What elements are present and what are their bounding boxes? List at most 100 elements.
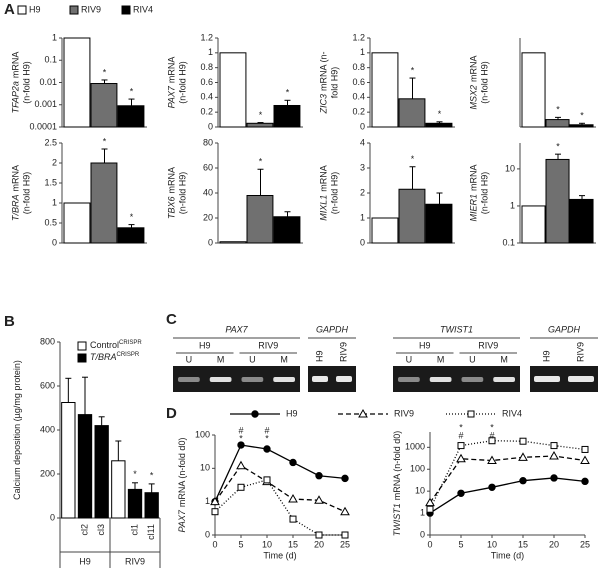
point [456,453,466,463]
legend-label: H9 [29,4,41,14]
y-axis-label-line: TFAP2a mRNA [11,52,21,114]
point [237,441,245,449]
y-tick-label: 0.2 [352,107,365,117]
y-axis-label: TFAP2a mRNA(n-fold H9) [11,52,32,114]
legend-name: Control [90,340,119,350]
point [210,496,220,506]
y-axis-label: PAX7mRNA(n-fold H9) [167,57,188,109]
y-tick-label: 60 [203,162,213,172]
point [425,497,435,507]
legend-label: ControlCRISPR [90,340,142,351]
y-axis-label: MIXL1 mRNA(n-fold H9) [319,165,340,221]
bar [63,37,91,128]
point [550,442,558,450]
significance: * [103,67,107,77]
y-axis-label-text: (n-fold H9) [330,172,340,215]
bar [273,104,301,128]
y-tick-label: 0.001 [34,99,57,109]
gel-lane: RIV9 [338,342,348,362]
y-axis-label-text: mRNA [167,57,177,84]
y-tick-label: 200 [40,468,55,478]
y-axis-label-text: (n-fold H9) [178,61,188,104]
y-axis-label-line: T/BRA mRNA [11,165,21,221]
significance: * [411,154,415,164]
y-tick-label: 1.2 [352,32,365,42]
y-tick-label: 80 [203,137,213,147]
x-tick-label: cl2 [79,524,89,536]
point [314,495,324,504]
legend-label: RIV4 [133,4,153,14]
y-axis-label-line: PAX7mRNA (n-fold d0) [177,438,187,533]
gel-band [534,376,560,382]
gel-band [429,377,452,382]
y-tick-label: 1 [360,212,365,222]
y-axis-label: ZIC3 mRNA (n-fold H9) [319,51,340,114]
significance: * [265,433,269,443]
y-axis-label-line: (n-fold H9) [178,61,188,104]
gel-group: H9 [419,340,431,350]
point [358,408,368,418]
bar [521,52,546,128]
gel-group: RIV9 [478,340,498,350]
bar [425,203,453,244]
bar [219,52,247,128]
gel-gene: GAPDH [316,324,349,334]
y-tick-label: 1000 [405,442,425,452]
bar [569,198,594,244]
y-tick-label: 0.6 [352,77,365,87]
gene-name: ZIC3 [319,94,329,115]
y-axis-label-text: Calcium deposition (µg/mg protein) [12,360,22,500]
y-axis-label: MIER1 mRNA(n-fold H9) [469,164,490,221]
significance: # [458,430,463,440]
y-tick-label: 600 [40,380,55,390]
significance: * [130,212,134,222]
y-tick-label: 0.01 [39,77,57,87]
group-label: RIV9 [125,556,145,566]
bar [371,217,399,244]
y-tick-label: 0.2 [200,107,213,117]
gel-lane: U [406,354,413,364]
bar [246,122,274,128]
x-tick-label: 10 [262,539,272,549]
gene-name: MIXL1 [319,195,329,221]
x-axis-label: Time (d) [491,550,524,560]
series-line [429,477,586,514]
x-tick-label: cl1 [129,524,139,536]
bar [569,124,594,128]
significance: * [490,422,494,432]
y-axis-label-line: Calcium deposition (µg/mg protein) [12,360,22,500]
y-axis-label-text: mRNA (n-fold d0) [392,431,402,501]
y-axis-label-text: mRNA (n-fold d0) [177,438,187,508]
y-axis-label-line: TWIST1 mRNA (n-fold d0) [392,431,402,537]
bar [545,119,570,128]
x-axis-label: Time (d) [263,550,296,560]
y-tick-label: 10 [505,163,515,173]
x-tick-label: 5 [458,539,463,549]
y-tick-label: 1.2 [200,32,213,42]
point [487,455,497,465]
significance: * [286,88,290,98]
y-tick-label: 0 [205,529,210,539]
x-tick-label: 20 [314,539,324,549]
gene-name: T/BRA [11,194,21,221]
y-tick-label: 10 [415,486,425,496]
gene-name: MSX2 [469,85,479,110]
significance: * [411,65,415,75]
bar [521,205,546,244]
y-tick-label: 1 [52,32,57,42]
gel-band [241,377,264,382]
y-axis-label-text: mRNA [319,165,329,192]
y-axis-label-text: (n-fold H9) [480,61,490,104]
y-tick-label: 1 [420,507,425,517]
gel-lane: M [280,354,288,364]
y-axis-label-line: (n-fold H9) [22,61,32,104]
y-tick-label: 0 [208,237,213,247]
y-tick-label: 0 [50,512,55,522]
significance: * [103,136,107,146]
gel-band [336,376,352,382]
y-axis-label-text: mRNA [11,52,21,79]
y-tick-label: 1 [52,197,57,207]
legend-name: T/BRA [90,352,117,362]
y-tick-label: 20 [203,212,213,222]
point [488,437,496,445]
